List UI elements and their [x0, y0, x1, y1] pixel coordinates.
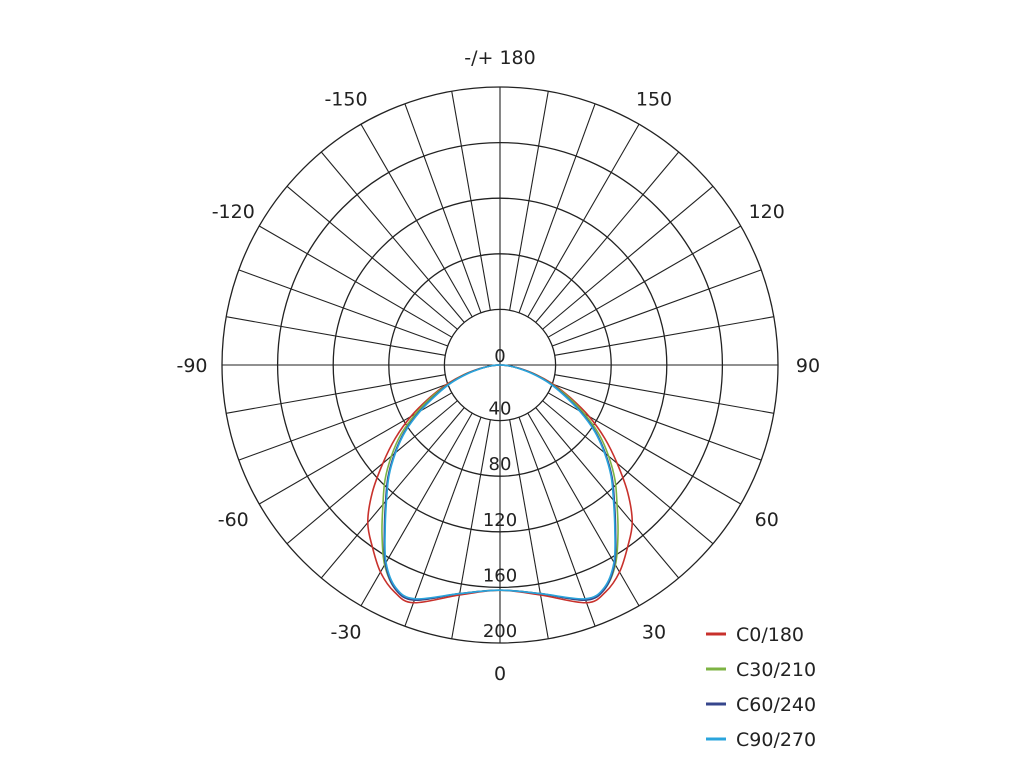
curve-C90-270 [384, 364, 616, 600]
legend-label: C0/180 [736, 624, 804, 646]
grid-spoke [554, 316, 774, 356]
grid-spoke [535, 151, 680, 323]
angle-label: -150 [324, 88, 367, 110]
angle-label: 60 [755, 509, 779, 531]
grid-spoke [509, 419, 549, 639]
radial-tick-label: 120 [483, 510, 517, 531]
grid-spoke [552, 269, 762, 347]
angle-label: -30 [330, 622, 361, 644]
radial-tick-label: 160 [483, 565, 517, 586]
angle-label: -60 [218, 509, 249, 531]
grid-spoke [226, 374, 446, 414]
grid-spoke [554, 374, 774, 414]
grid-spoke [360, 123, 473, 318]
grid-spoke [320, 407, 465, 579]
grid-spoke [535, 407, 680, 579]
grid-spoke [547, 225, 742, 338]
angle-label: 120 [749, 201, 785, 223]
axis-labels: 0 40 80 120 160 200 0 30 60 90 120 150 -/+ 180 -150 -1… [176, 47, 820, 685]
grid-spoke [258, 392, 453, 505]
grid-spoke [286, 185, 458, 330]
grid-spoke [518, 103, 596, 313]
legend-label: C60/240 [736, 694, 816, 716]
grid-spoke [238, 269, 448, 347]
angle-label: 30 [642, 622, 666, 644]
grid-spoke [542, 185, 714, 330]
angle-label: 0 [494, 663, 506, 685]
grid-spoke [552, 383, 762, 461]
legend-label: C30/210 [736, 659, 816, 681]
legend: C0/180 C30/210 C60/240 C90/270 [706, 624, 816, 751]
grid-spoke [258, 225, 453, 338]
grid-spoke [238, 383, 448, 461]
intensity-curves [366, 364, 634, 604]
grid-spoke [547, 392, 742, 505]
grid-spoke [542, 400, 714, 545]
grid-spoke [527, 412, 640, 607]
legend-label: C90/270 [736, 729, 816, 751]
grid-spoke [451, 419, 491, 639]
grid-spoke [451, 91, 491, 311]
grid-spoke [509, 91, 549, 311]
angle-label: -90 [176, 355, 207, 377]
radial-tick-label: 200 [483, 621, 517, 642]
grid-spoke [527, 123, 640, 318]
radial-tick-label: 80 [489, 454, 512, 475]
radial-tick-label: 0 [494, 346, 505, 367]
angle-label: 90 [796, 355, 820, 377]
grid-spoke [518, 417, 596, 627]
polar-grid [221, 86, 779, 644]
grid-spoke [404, 103, 482, 313]
grid-spoke [226, 316, 446, 356]
grid-spoke [360, 412, 473, 607]
angle-label: 150 [636, 88, 672, 110]
angle-label: -/+ 180 [464, 47, 535, 69]
grid-spoke [404, 417, 482, 627]
grid-spoke [320, 151, 465, 323]
angle-label: -120 [212, 201, 255, 223]
radial-tick-label: 40 [489, 399, 512, 420]
grid-spoke [286, 400, 458, 545]
